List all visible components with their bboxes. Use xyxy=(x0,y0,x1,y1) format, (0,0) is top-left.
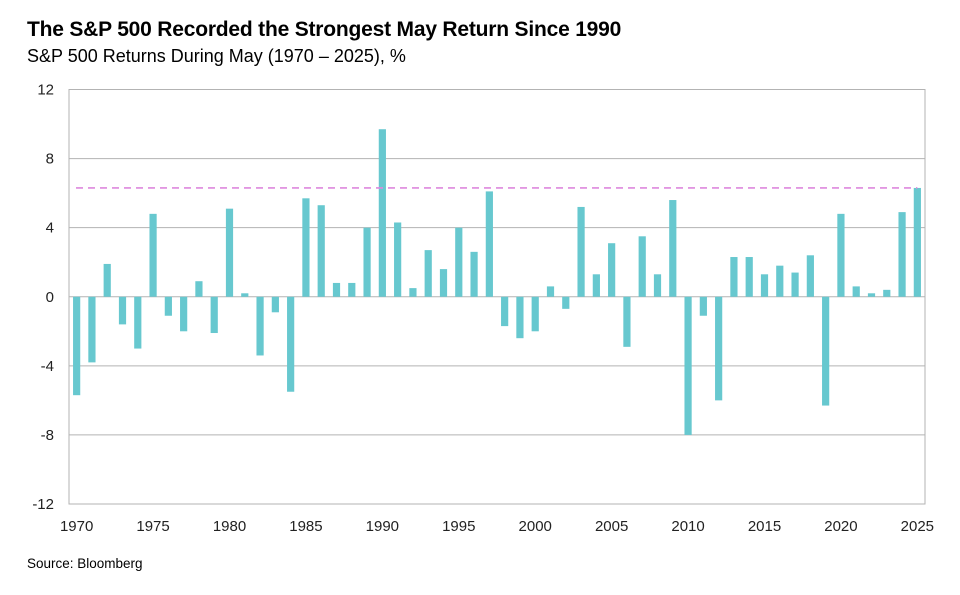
chart-title: The S&P 500 Recorded the Strongest May R… xyxy=(27,18,622,41)
bar-1974 xyxy=(134,296,142,349)
x-tick-label: 1970 xyxy=(60,518,93,535)
bar-2008 xyxy=(653,274,662,297)
bar-1977 xyxy=(180,296,188,332)
y-tick-label: -8 xyxy=(41,427,54,444)
source-note: Source: Bloomberg xyxy=(27,556,143,571)
bar-1970 xyxy=(73,296,81,396)
x-tick-label: 2005 xyxy=(595,518,628,535)
bar-1989 xyxy=(363,227,371,297)
bar-1983 xyxy=(271,296,279,313)
y-tick-label: 0 xyxy=(46,289,54,306)
x-tick-label: 1995 xyxy=(442,518,475,535)
bar-2015 xyxy=(760,274,769,297)
bar-1994 xyxy=(439,269,448,297)
bar-2014 xyxy=(745,257,753,297)
bar-1996 xyxy=(470,251,478,297)
bar-1976 xyxy=(164,296,172,316)
bar-1986 xyxy=(317,205,325,297)
bar-2018 xyxy=(806,255,814,297)
bar-2010 xyxy=(684,296,692,435)
bar-2001 xyxy=(546,286,555,297)
y-tick-label: 4 xyxy=(46,220,54,237)
bar-1978 xyxy=(195,281,203,297)
x-tick-label: 1985 xyxy=(289,518,322,535)
bar-2024 xyxy=(898,212,906,297)
bar-2021 xyxy=(852,286,860,297)
bar-2005 xyxy=(608,243,616,297)
bar-1975 xyxy=(149,213,157,297)
bar-2000 xyxy=(531,296,539,332)
bar-2003 xyxy=(577,206,585,297)
bar-2007 xyxy=(638,236,646,297)
bar-2012 xyxy=(715,296,723,401)
bar-2025 xyxy=(913,187,921,297)
bar-1988 xyxy=(348,282,356,297)
chart-subtitle: S&P 500 Returns During May (1970 – 2025)… xyxy=(27,46,406,66)
bar-2009 xyxy=(669,200,677,297)
bar-1998 xyxy=(501,296,509,327)
bar-1981 xyxy=(241,293,249,297)
bar-1992 xyxy=(409,288,417,297)
bar-2020 xyxy=(837,213,845,297)
bar-2004 xyxy=(592,274,600,297)
bar-2011 xyxy=(699,296,707,316)
bar-2002 xyxy=(562,296,570,309)
x-tick-label: 2020 xyxy=(824,518,857,535)
bar-2022 xyxy=(867,293,876,297)
x-tick-label: 1990 xyxy=(366,518,399,535)
y-tick-label: -4 xyxy=(41,358,54,375)
bar-1991 xyxy=(394,222,402,297)
plot-frame xyxy=(68,89,926,505)
bar-2019 xyxy=(822,296,830,406)
x-tick-label: 1980 xyxy=(213,518,246,535)
y-tick-label: -12 xyxy=(32,496,54,513)
bar-1973 xyxy=(118,296,127,325)
bar-2017 xyxy=(791,272,799,297)
x-tick-label: 2025 xyxy=(901,518,934,535)
bar-1985 xyxy=(302,198,310,297)
y-tick-label: 8 xyxy=(46,151,54,168)
bar-1972 xyxy=(103,263,111,297)
bar-1993 xyxy=(424,250,432,297)
x-tick-label: 2010 xyxy=(671,518,704,535)
bar-1984 xyxy=(287,296,295,392)
bar-2013 xyxy=(730,257,738,297)
x-tick-label: 2015 xyxy=(748,518,781,535)
bar-1982 xyxy=(256,296,264,356)
bar-1980 xyxy=(225,208,234,297)
bar-1995 xyxy=(455,227,463,297)
bar-1971 xyxy=(88,296,96,363)
bar-1987 xyxy=(332,282,341,297)
x-tick-label: 2000 xyxy=(519,518,552,535)
x-tick-label: 1975 xyxy=(136,518,169,535)
bar-2023 xyxy=(883,289,891,297)
bar-1979 xyxy=(210,296,218,334)
bar-1999 xyxy=(516,296,524,339)
bar-2016 xyxy=(776,265,784,297)
bar-2006 xyxy=(623,296,631,347)
bar-1990 xyxy=(378,129,386,297)
bar-1997 xyxy=(485,191,493,297)
y-tick-label: 12 xyxy=(37,82,54,99)
